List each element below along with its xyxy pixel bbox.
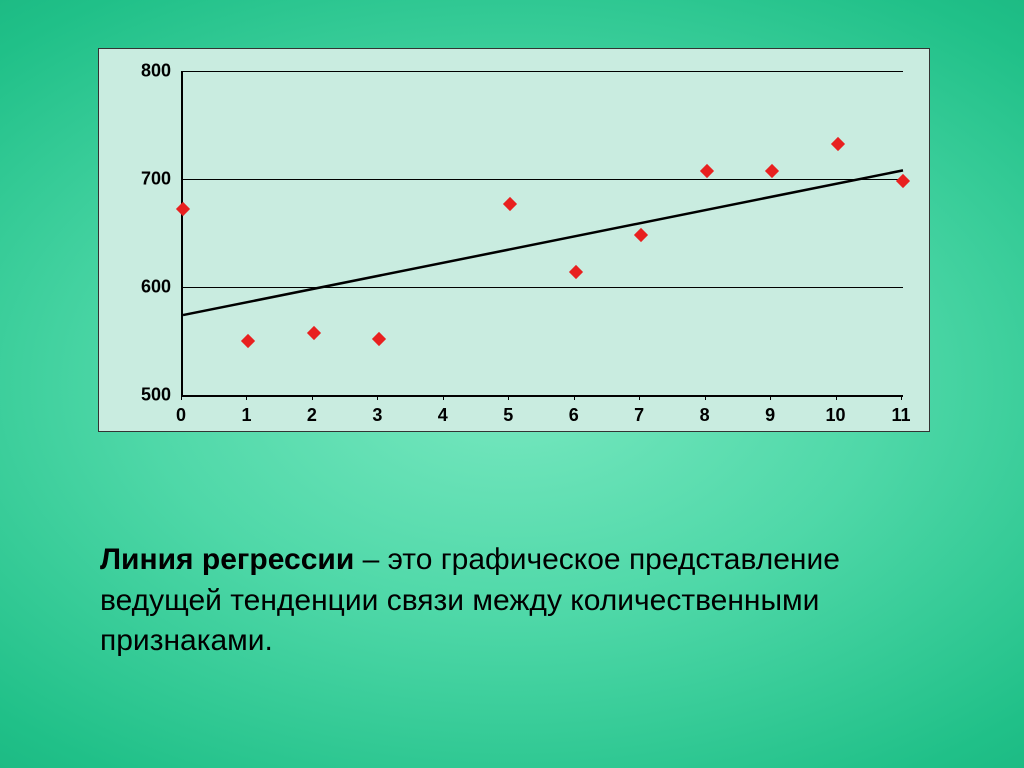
- x-tick-label: 11: [891, 405, 910, 426]
- x-tick-label: 2: [307, 405, 317, 426]
- gridline-h: [183, 287, 903, 288]
- x-tick-label: 9: [765, 405, 775, 426]
- regression-line: [183, 71, 903, 395]
- caption-term: Линия регрессии: [100, 543, 354, 576]
- x-tick-label: 3: [372, 405, 382, 426]
- y-tick-label: 700: [123, 169, 171, 190]
- x-tick-label: 7: [634, 405, 644, 426]
- x-tick: [377, 395, 378, 400]
- x-tick: [508, 395, 509, 400]
- x-tick-label: 5: [503, 405, 513, 426]
- x-tick: [574, 395, 575, 400]
- x-tick: [246, 395, 247, 400]
- plot-area: [181, 71, 903, 397]
- gridline-h: [183, 71, 903, 72]
- x-tick: [901, 395, 902, 400]
- y-tick-label: 500: [123, 385, 171, 406]
- x-tick-label: 6: [569, 405, 579, 426]
- x-tick: [312, 395, 313, 400]
- x-tick-label: 0: [176, 405, 186, 426]
- y-tick-label: 600: [123, 277, 171, 298]
- caption-text: Линия регрессии – это графическое предст…: [100, 540, 900, 662]
- gridline-h: [183, 179, 903, 180]
- x-tick: [705, 395, 706, 400]
- x-tick-label: 1: [241, 405, 251, 426]
- slide: 500 600 700 800 0 1 2 3 4 5 6 7 8 9 10 11 Линия регресс…: [0, 0, 1024, 768]
- x-tick: [443, 395, 444, 400]
- x-tick-label: 10: [826, 405, 846, 426]
- y-tick-label: 800: [123, 61, 171, 82]
- x-tick: [181, 395, 182, 400]
- x-tick-label: 4: [438, 405, 448, 426]
- x-tick-label: 8: [700, 405, 710, 426]
- x-tick: [770, 395, 771, 400]
- x-tick: [639, 395, 640, 400]
- x-tick: [836, 395, 837, 400]
- chart-panel: 500 600 700 800 0 1 2 3 4 5 6 7 8 9 10 11: [98, 48, 930, 432]
